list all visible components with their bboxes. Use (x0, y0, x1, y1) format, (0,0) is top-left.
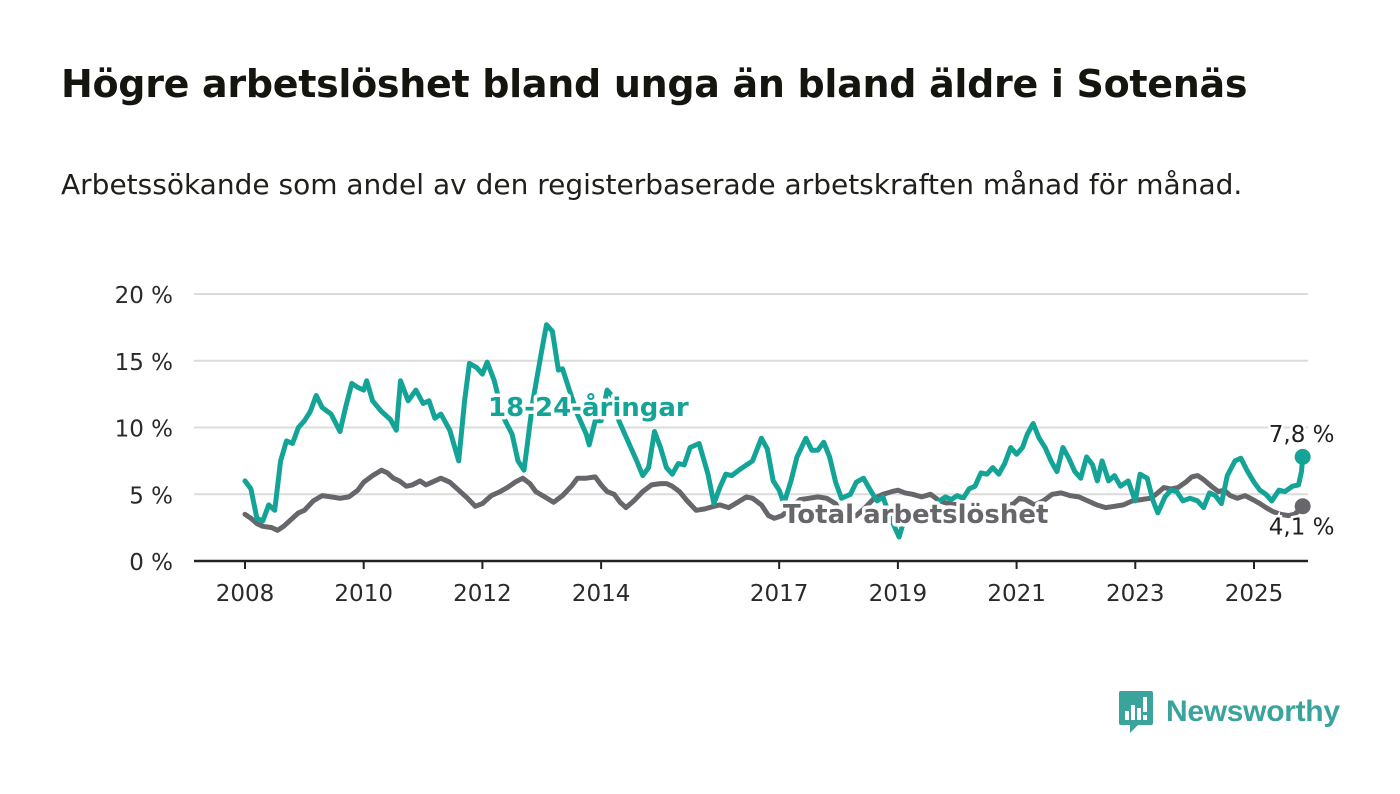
chart-subtitle: Arbetssökande som andel av den registerb… (61, 168, 1243, 201)
y-tick-label: 10 % (115, 417, 173, 443)
series-labels: 18-24-åringar Total arbetslöshet (485, 388, 1052, 534)
y-tick-label: 15 % (115, 350, 173, 376)
x-tick-label: 2025 (1225, 581, 1284, 607)
chart-title: Högre arbetslöshet bland unga än bland ä… (61, 62, 1248, 106)
brand-name: Newsworthy (1166, 695, 1340, 728)
end-value-youth: 7,8 % (1269, 422, 1335, 448)
newsworthy-logo-icon (1119, 691, 1153, 733)
y-tick-label: 5 % (129, 483, 173, 509)
y-tick-label: 20 % (115, 283, 173, 309)
series-label-total: Total arbetslöshet (783, 500, 1048, 530)
x-tick-label: 2023 (1106, 581, 1165, 607)
line-chart: 0 %5 %10 %15 %20 % 2008 2010 2012 2014 2017 2… (114, 283, 1337, 607)
y-tick-label: 0 % (129, 550, 173, 576)
series-lines (242, 322, 1306, 540)
x-tick-label: 2010 (334, 581, 393, 607)
x-tick-label: 2008 (216, 581, 275, 607)
end-marker-youth (1294, 448, 1311, 465)
x-tick-label: 2012 (453, 581, 512, 607)
x-tick-label: 2014 (572, 581, 631, 607)
end-markers: 7,8 % 4,1 % (1266, 419, 1337, 542)
x-tick-label: 2021 (987, 581, 1046, 607)
y-axis-tick-labels: 0 % 5 % 10 % 15 % 20 % (115, 283, 173, 576)
newsworthy-logo[interactable]: Newsworthy (1118, 688, 1340, 736)
series-line-youth (242, 322, 1306, 540)
x-axis-tick-labels: 2008 2010 2012 2014 2017 2019 2021 2023 2025 (216, 561, 1284, 607)
x-tick-label: 2017 (750, 581, 809, 607)
gridlines (194, 293, 1308, 563)
x-tick-label: 2019 (869, 581, 928, 607)
end-marker-total (1294, 498, 1311, 515)
series-label-youth: 18-24-åringar (488, 391, 689, 423)
end-value-total: 4,1 % (1269, 514, 1335, 540)
